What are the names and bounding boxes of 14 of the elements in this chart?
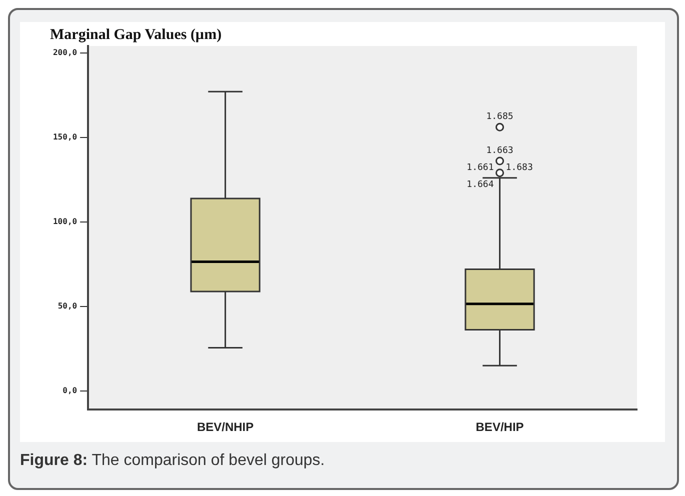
caption: Figure 8: The comparison of bevel groups. xyxy=(20,452,325,470)
x-tick-label: BEV/HIP xyxy=(476,420,524,434)
x-tick-label: BEV/NHIP xyxy=(196,420,254,434)
annotation: 1.683 xyxy=(506,162,533,173)
y-tick-label: 200,0 xyxy=(52,48,78,57)
annotation: 1.663 xyxy=(486,146,514,156)
annotation: 1.685 xyxy=(486,112,514,122)
annotation: 1.661 xyxy=(466,162,494,173)
y-tick-label: 50,0 xyxy=(58,302,78,311)
annotation: 1.664 xyxy=(466,180,494,190)
y-tick-label: 0,0 xyxy=(62,386,78,396)
y-tick-label: 150,0 xyxy=(52,132,78,142)
chart-title: Marginal Gap Values (µm) xyxy=(50,26,222,43)
y-tick-label: 100,0 xyxy=(52,216,78,226)
